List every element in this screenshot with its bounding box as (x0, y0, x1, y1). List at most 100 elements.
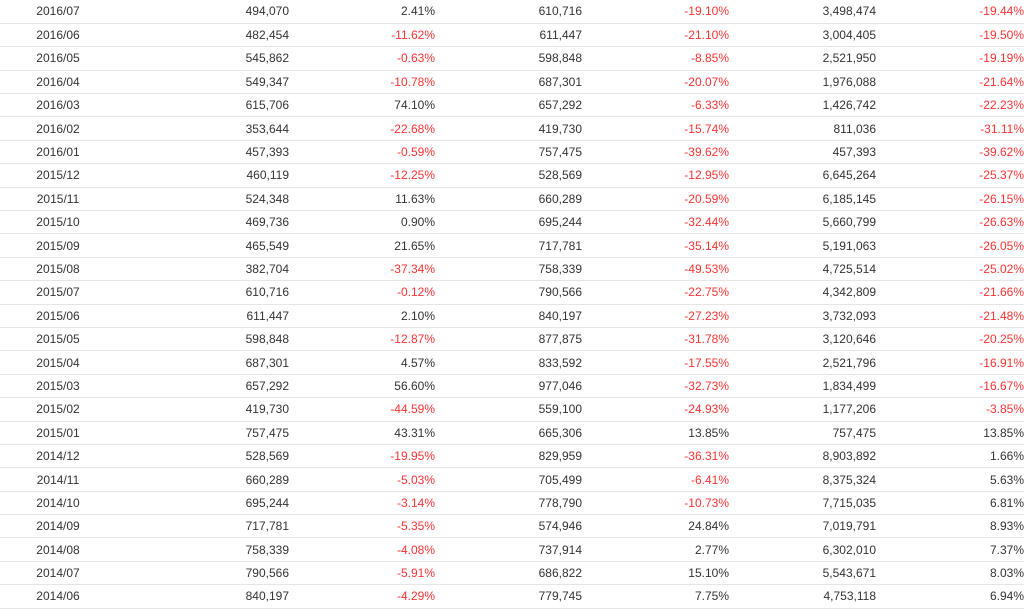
table-row: 2014/07 790,566 -5.91% 686,822 15.10% 5,543,6… (0, 561, 1024, 586)
month-cell: 2015/08 (0, 257, 116, 282)
cumulative-value-cell: 5,543,671 (729, 561, 876, 586)
value-cell: 469,736 (116, 210, 289, 235)
cumulative-change-cell: 6.94% (876, 584, 1024, 609)
cumulative-value-cell: 1,976,088 (729, 70, 876, 95)
cumulative-value-cell: 4,342,809 (729, 280, 876, 305)
change-cell: -24.93% (582, 397, 729, 422)
cumulative-change-cell: -20.25% (876, 327, 1024, 352)
cumulative-change-cell: 13.85% (876, 421, 1024, 445)
change-cell: 2.77% (582, 537, 729, 562)
change-cell: -22.68% (289, 116, 435, 141)
cumulative-value-cell: 811,036 (729, 116, 876, 141)
table-row: 2014/09 717,781 -5.35% 574,946 24.84% 7,019,7… (0, 514, 1024, 539)
cumulative-value-cell: 6,302,010 (729, 537, 876, 562)
table-row: 2015/11 524,348 11.63% 660,289 -20.59% 6,185,… (0, 187, 1024, 212)
month-cell: 2014/12 (0, 444, 116, 469)
value-cell: 528,569 (435, 163, 582, 188)
value-cell: 695,244 (435, 210, 582, 235)
cumulative-value-cell: 6,645,264 (729, 163, 876, 188)
change-cell: -10.78% (289, 70, 435, 95)
cumulative-value-cell: 757,475 (729, 421, 876, 445)
cumulative-value-cell: 6,185,145 (729, 187, 876, 212)
cumulative-change-cell: -26.63% (876, 210, 1024, 235)
table-row: 2015/09 465,549 21.65% 717,781 -35.14% 5,191,… (0, 233, 1024, 258)
change-cell: -21.10% (582, 23, 729, 48)
value-cell: 829,959 (435, 444, 582, 469)
change-cell: -4.08% (289, 537, 435, 562)
change-cell: 0.90% (289, 210, 435, 235)
change-cell: 2.41% (289, 0, 435, 24)
cumulative-value-cell: 7,715,035 (729, 491, 876, 516)
table-row: 2016/07 494,070 2.41% 610,716 -19.10% 3,498,4… (0, 0, 1024, 24)
value-cell: 657,292 (116, 374, 289, 399)
change-cell: 43.31% (289, 421, 435, 445)
cumulative-value-cell: 7,019,791 (729, 514, 876, 539)
cumulative-change-cell: -22.23% (876, 93, 1024, 118)
table-row: 2015/12 460,119 -12.25% 528,569 -12.95% 6,645… (0, 163, 1024, 188)
value-cell: 598,848 (435, 46, 582, 71)
change-cell: -39.62% (582, 140, 729, 165)
table-row: 2014/08 758,339 -4.08% 737,914 2.77% 6,302,01… (0, 537, 1024, 562)
value-cell: 833,592 (435, 350, 582, 375)
change-cell: -12.95% (582, 163, 729, 188)
change-cell: -36.31% (582, 444, 729, 469)
cumulative-change-cell: -19.50% (876, 23, 1024, 48)
value-cell: 457,393 (116, 140, 289, 165)
value-cell: 717,781 (116, 514, 289, 539)
table-row: 2015/05 598,848 -12.87% 877,875 -31.78% 3,120… (0, 327, 1024, 352)
cumulative-value-cell: 4,725,514 (729, 257, 876, 282)
month-cell: 2015/07 (0, 280, 116, 305)
cumulative-change-cell: 8.93% (876, 514, 1024, 539)
value-cell: 482,454 (116, 23, 289, 48)
table-row: 2016/04 549,347 -10.78% 687,301 -20.07% 1,976… (0, 70, 1024, 95)
month-cell: 2015/10 (0, 210, 116, 235)
month-cell: 2014/11 (0, 467, 116, 492)
table-row: 2015/01 757,475 43.31% 665,306 13.85% 757,475… (0, 421, 1024, 445)
table-row: 2014/10 695,244 -3.14% 778,790 -10.73% 7,715,… (0, 491, 1024, 516)
cumulative-change-cell: -19.19% (876, 46, 1024, 71)
value-cell: 660,289 (116, 467, 289, 492)
month-cell: 2015/11 (0, 187, 116, 212)
value-cell: 574,946 (435, 514, 582, 539)
month-cell: 2015/01 (0, 421, 116, 445)
cumulative-value-cell: 4,753,118 (729, 584, 876, 609)
change-cell: -5.91% (289, 561, 435, 586)
change-cell: -37.34% (289, 257, 435, 282)
change-cell: -19.95% (289, 444, 435, 469)
change-cell: -31.78% (582, 327, 729, 352)
cumulative-value-cell: 3,732,093 (729, 304, 876, 328)
cumulative-value-cell: 8,903,892 (729, 444, 876, 469)
month-cell: 2015/04 (0, 350, 116, 375)
value-cell: 382,704 (116, 257, 289, 282)
value-cell: 549,347 (116, 70, 289, 95)
value-cell: 877,875 (435, 327, 582, 352)
month-cell: 2016/04 (0, 70, 116, 95)
value-cell: 687,301 (435, 70, 582, 95)
change-cell: -44.59% (289, 397, 435, 422)
change-cell: 74.10% (289, 93, 435, 118)
value-cell: 665,306 (435, 421, 582, 445)
change-cell: -19.10% (582, 0, 729, 24)
cumulative-value-cell: 5,191,063 (729, 233, 876, 258)
value-cell: 790,566 (116, 561, 289, 586)
value-cell: 757,475 (116, 421, 289, 445)
value-cell: 610,716 (435, 0, 582, 24)
month-cell: 2014/08 (0, 537, 116, 562)
month-cell: 2014/07 (0, 561, 116, 586)
cumulative-value-cell: 1,426,742 (729, 93, 876, 118)
value-cell: 779,745 (435, 584, 582, 609)
table-row: 2014/11 660,289 -5.03% 705,499 -6.41% 8,375,3… (0, 467, 1024, 492)
cumulative-change-cell: -39.62% (876, 140, 1024, 165)
change-cell: 11.63% (289, 187, 435, 212)
change-cell: -20.59% (582, 187, 729, 212)
change-cell: -27.23% (582, 304, 729, 328)
month-cell: 2014/06 (0, 584, 116, 609)
cumulative-change-cell: 5.63% (876, 467, 1024, 492)
cumulative-change-cell: -31.11% (876, 116, 1024, 141)
change-cell: 7.75% (582, 584, 729, 609)
table-row: 2015/04 687,301 4.57% 833,592 -17.55% 2,521,7… (0, 350, 1024, 375)
change-cell: -4.29% (289, 584, 435, 609)
value-cell: 705,499 (435, 467, 582, 492)
table-row: 2015/06 611,447 2.10% 840,197 -27.23% 3,732,0… (0, 304, 1024, 328)
